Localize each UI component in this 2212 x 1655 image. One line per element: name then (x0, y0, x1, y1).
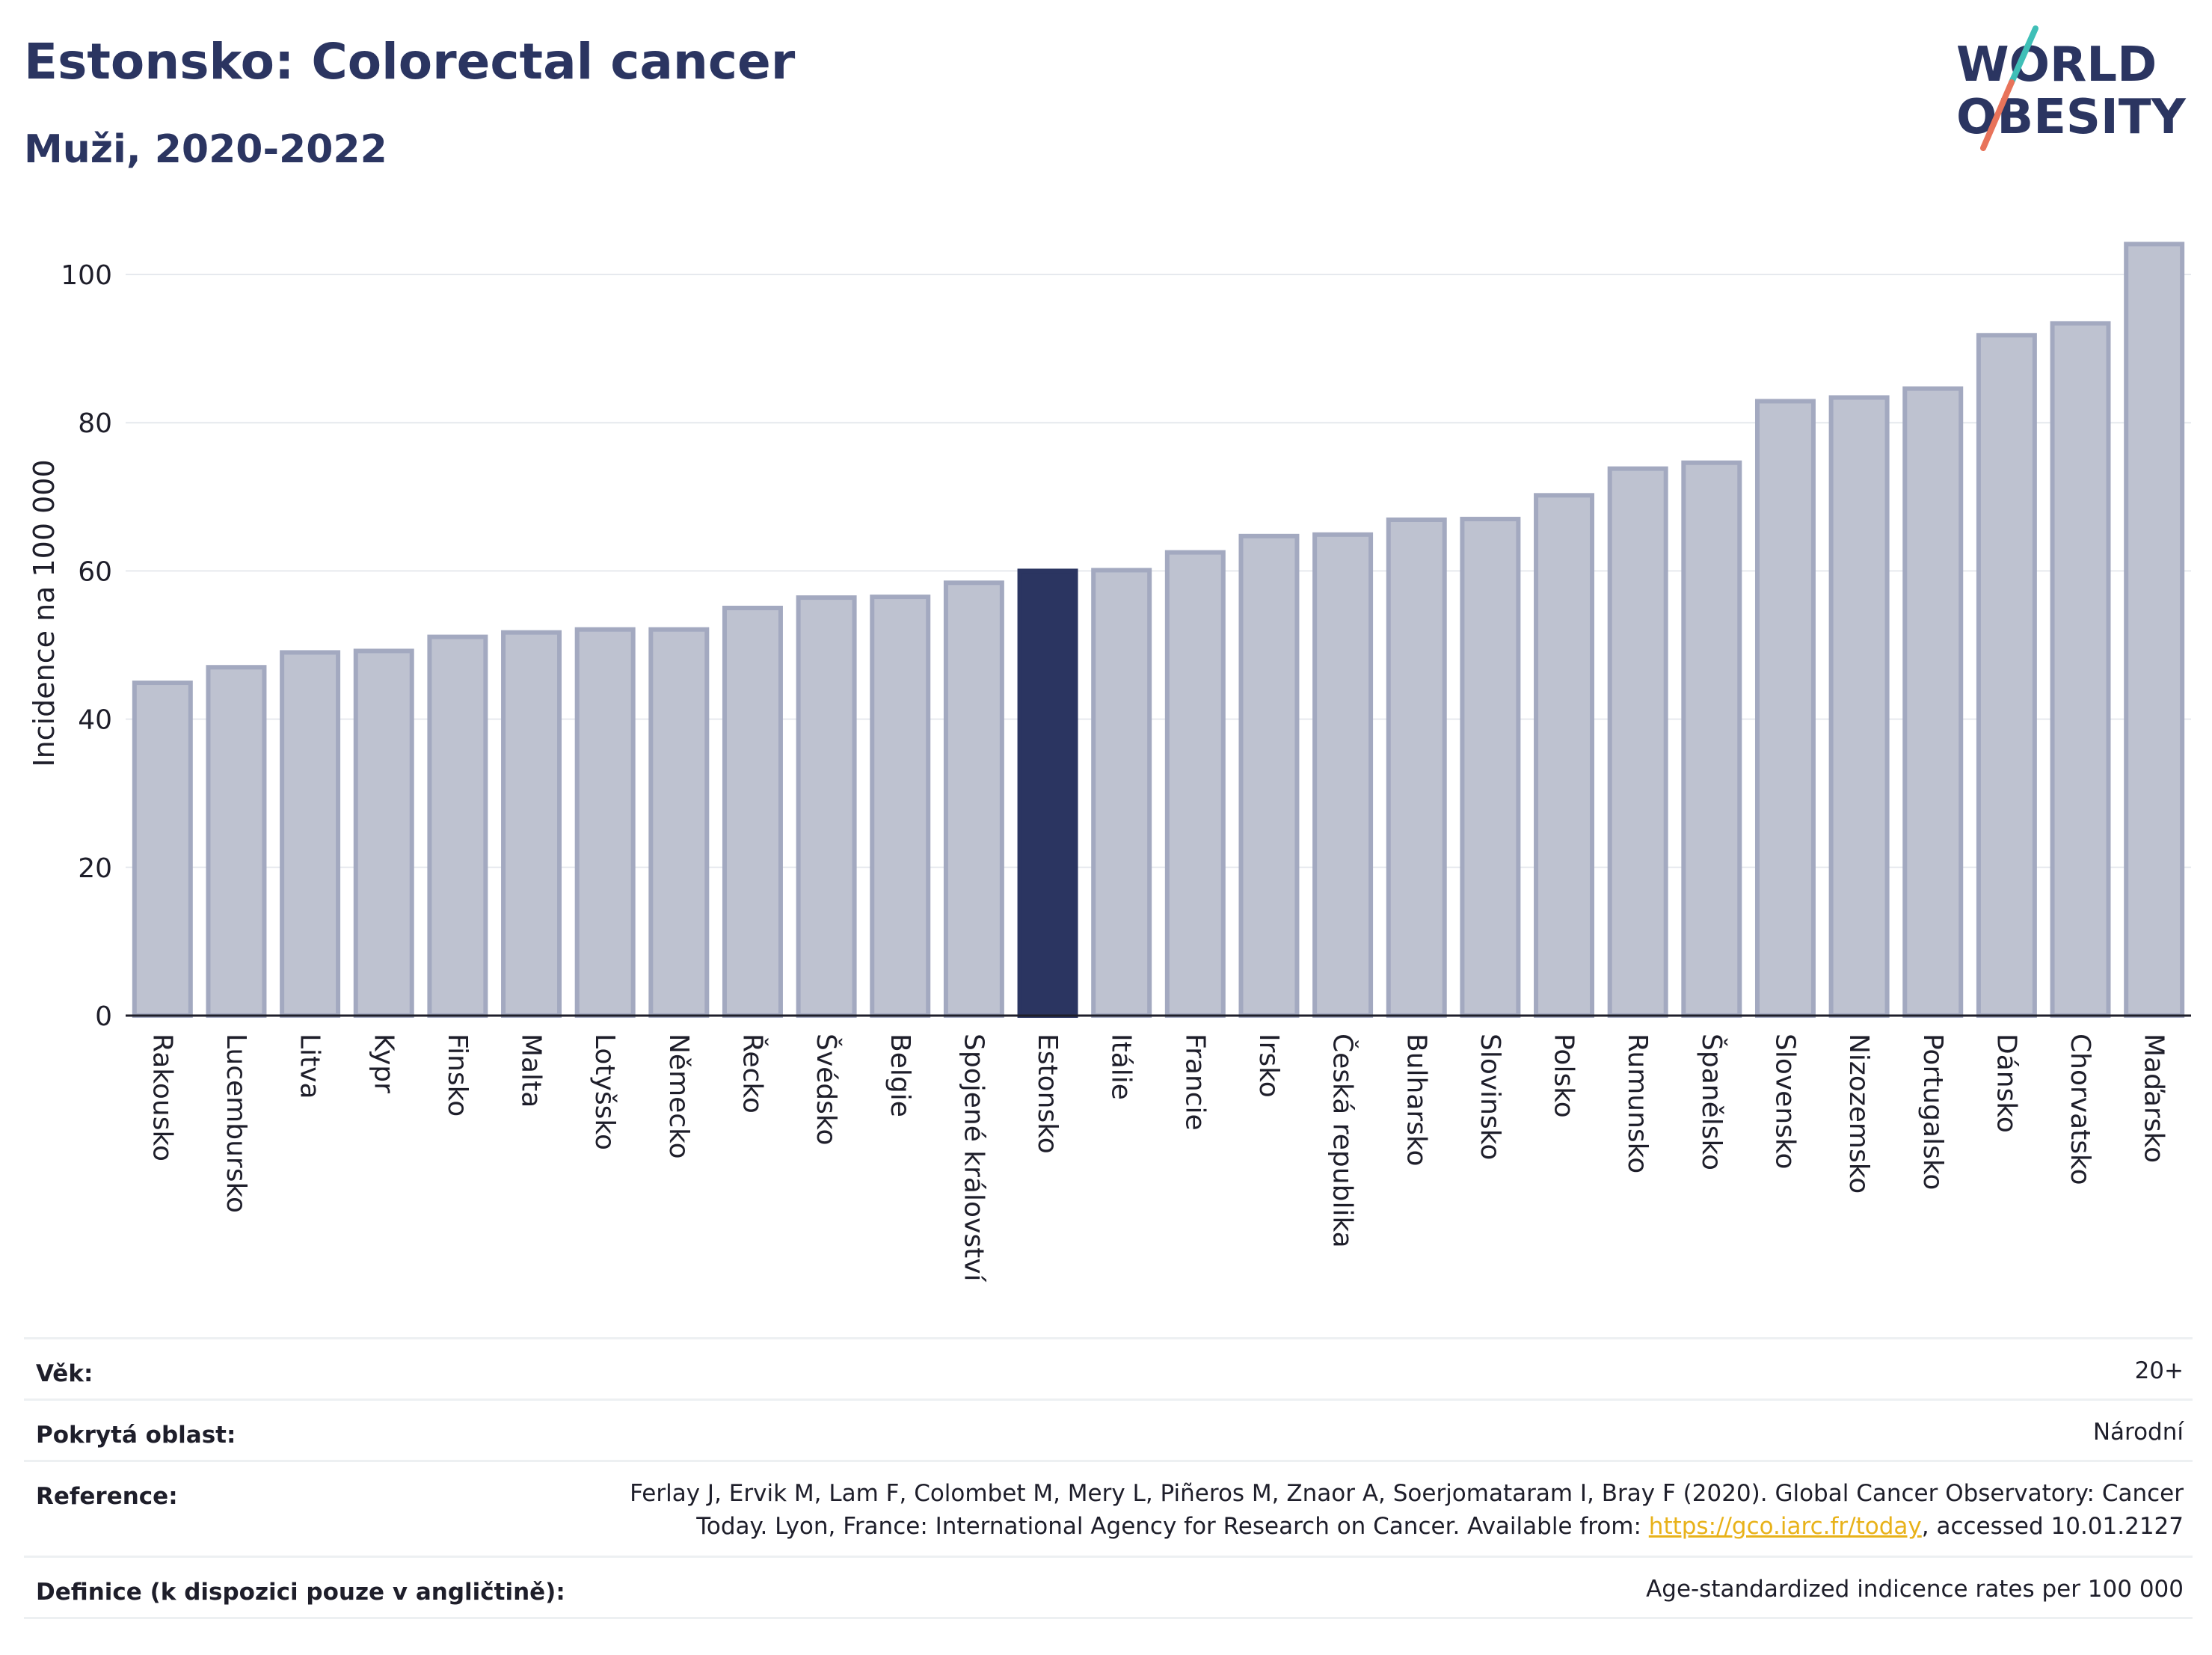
meta-row-definition: Definice (k dispozici pouze v angličtině… (24, 1556, 2193, 1619)
x-tick-label: Španělsko (1696, 1034, 1727, 1170)
x-tick-label: Dánsko (1991, 1034, 2021, 1133)
bar (1976, 333, 2037, 1018)
bar (501, 630, 562, 1018)
meta-row-age: Věk: 20+ (24, 1337, 2193, 1401)
reference-accessed: , accessed 10.01.2127 (1921, 1513, 2184, 1540)
bar (2050, 321, 2111, 1018)
x-tick-label: Německo (663, 1034, 694, 1159)
y-axis-label: Incidence na 100 000 (28, 459, 61, 767)
x-tick-label: Spojené království (958, 1034, 989, 1283)
bars (132, 242, 2185, 1019)
age-value: 20+ (2134, 1357, 2184, 1384)
definition-label: Definice (k dispozici pouze v angličtině… (36, 1579, 565, 1606)
bar (1681, 460, 1742, 1018)
reference-line2: Today. Lyon, France: International Agenc… (630, 1510, 2184, 1543)
x-tick-label: Řecko (737, 1034, 768, 1114)
logo-line1: WORLD (1956, 37, 2157, 93)
reference-link[interactable]: https://gco.iarc.fr/today (1648, 1513, 1922, 1540)
y-tick-label: 20 (78, 853, 112, 884)
x-tick-label: Nizozemsko (1843, 1034, 1874, 1194)
bar-highlight (1017, 568, 1078, 1018)
y-tick-label: 80 (78, 408, 112, 439)
x-tick-label: Lotyšsko (589, 1034, 620, 1150)
x-tick-label: Rumunsko (1622, 1034, 1653, 1173)
x-tick-label: Slovinsko (1475, 1034, 1505, 1160)
logo-slash-coral (1980, 79, 2015, 151)
bar (353, 648, 414, 1018)
world-obesity-logo: WORLD OBESITY (1944, 22, 2199, 157)
meta-row-area: Pokrytá oblast: Národní (24, 1398, 2193, 1462)
page-title: Estonsko: Colorectal cancer (24, 33, 796, 90)
x-tick-label: Estonsko (1032, 1034, 1063, 1154)
y-axis-ticks: 0 20 40 60 80 100 (61, 260, 112, 1032)
bar (1902, 386, 1964, 1018)
bar (206, 665, 267, 1018)
logo-graphic: WORLD OBESITY (1956, 25, 2186, 151)
meta-bottom-border (24, 1617, 2193, 1619)
x-tick-label: Lucembursko (221, 1034, 251, 1213)
y-tick-label: 40 (78, 705, 112, 736)
x-tick-label: Francie (1179, 1034, 1210, 1131)
x-tick-label: Rakousko (147, 1034, 177, 1161)
x-tick-label: Bulharsko (1401, 1034, 1431, 1167)
bar (1312, 532, 1374, 1018)
reference-line1: Ferlay J, Ervik M, Lam F, Colombet M, Me… (630, 1480, 2184, 1507)
y-tick-label: 60 (78, 556, 112, 587)
x-axis-labels: Rakousko Lucembursko Litva Kypr Finsko Malta L… (147, 1034, 2169, 1283)
bar (2124, 242, 2185, 1018)
bar-chart: 0 20 40 60 80 100 Rakousko Lucembursko Litva Kyp… (28, 242, 2191, 1283)
page-subtitle: Muži, 2020-2022 (24, 127, 387, 172)
y-tick-label: 100 (61, 260, 112, 291)
x-tick-label: Kypr (368, 1034, 399, 1093)
bar (722, 605, 783, 1018)
area-label: Pokrytá oblast: (36, 1422, 236, 1449)
bar (1164, 550, 1226, 1018)
bar (1534, 493, 1595, 1018)
x-tick-label: Irsko (1253, 1034, 1284, 1098)
x-tick-label: Švédsko (811, 1034, 842, 1146)
definition-value: Age-standardized indicence rates per 100… (1646, 1576, 2184, 1603)
x-tick-label: Chorvatsko (2065, 1034, 2095, 1185)
bar (132, 681, 193, 1019)
x-tick-label: Maďarsko (2139, 1034, 2169, 1163)
bar (1238, 533, 1300, 1018)
x-tick-label: Česká republika (1327, 1034, 1359, 1248)
x-tick-label: Malta (516, 1034, 547, 1108)
reference-label: Reference: (36, 1483, 178, 1510)
y-tick-label: 0 (95, 1001, 112, 1032)
age-label: Věk: (36, 1360, 93, 1387)
x-tick-label: Polsko (1549, 1034, 1579, 1118)
reference-line2-text: Today. Lyon, France: International Agenc… (696, 1513, 1649, 1540)
metadata-table: Věk: 20+ Pokrytá oblast: Národní Referen… (24, 1337, 2193, 1621)
logo-slash-teal (2009, 25, 2039, 85)
x-tick-label: Litva (295, 1034, 325, 1099)
bar (574, 627, 636, 1018)
reference-value: Ferlay J, Ervik M, Lam F, Colombet M, Me… (630, 1477, 2184, 1543)
x-tick-label: Slovensko (1769, 1034, 1800, 1170)
bar (870, 595, 931, 1018)
x-tick-label: Portugalsko (1917, 1034, 1948, 1190)
area-value: Národní (2092, 1419, 2184, 1446)
bar (280, 650, 341, 1018)
bar (1460, 517, 1521, 1018)
bar (427, 634, 488, 1018)
meta-row-reference: Reference: Ferlay J, Ervik M, Lam F, Col… (24, 1460, 2193, 1558)
bar (1828, 395, 1890, 1018)
x-tick-label: Finsko (442, 1034, 473, 1117)
x-tick-label: Belgie (885, 1034, 915, 1117)
bar (1607, 466, 1668, 1018)
bar (1091, 568, 1152, 1018)
bar (943, 580, 1004, 1018)
bar (1754, 399, 1816, 1018)
bar (648, 627, 710, 1018)
x-tick-label: Itálie (1106, 1034, 1137, 1100)
bar (1386, 518, 1447, 1018)
bar (796, 595, 857, 1018)
